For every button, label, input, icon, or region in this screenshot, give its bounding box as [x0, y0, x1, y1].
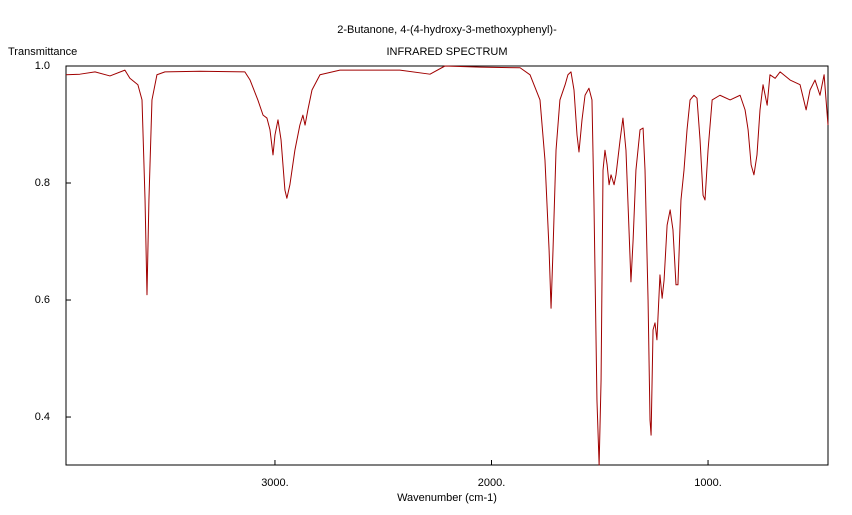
y-tick-label: 0.4: [35, 411, 50, 423]
chart-subtitle: INFRARED SPECTRUM: [386, 46, 507, 58]
x-tick-label: 2000.: [478, 477, 506, 489]
y-axis-label: Transmittance: [8, 46, 77, 58]
y-tick-label: 1.0: [35, 60, 50, 72]
x-axis-label: Wavenumber (cm-1): [397, 492, 497, 504]
chart-title: 2-Butanone, 4-(4-hydroxy-3-methoxyphenyl…: [337, 24, 557, 36]
spectrum-line: [65, 65, 829, 466]
y-tick-label: 0.8: [35, 177, 50, 189]
y-tick-label: 0.6: [35, 294, 50, 306]
x-tick-label: 1000.: [694, 477, 722, 489]
x-tick-label: 3000.: [261, 477, 289, 489]
